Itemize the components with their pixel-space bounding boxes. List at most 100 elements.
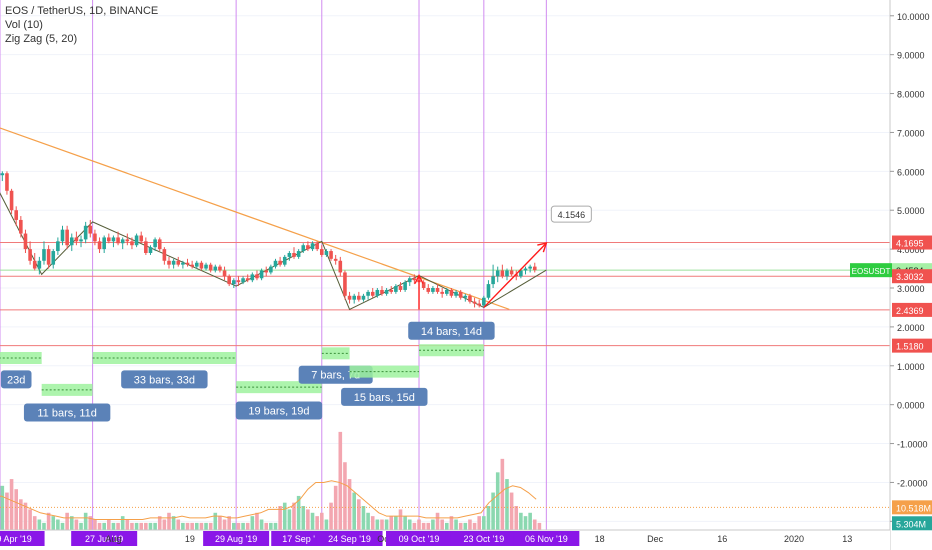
volume-bar: [97, 522, 102, 533]
time-label-highlight-bg: [450, 531, 517, 546]
volume-bar: [514, 506, 519, 533]
candle-body: [491, 276, 495, 285]
projection-arrowhead: [537, 242, 548, 253]
price-tick-label: 10.0000: [897, 12, 930, 22]
candle-body: [440, 291, 444, 294]
price-tick-label: -2.0000: [897, 478, 928, 488]
volume-bar: [134, 522, 139, 533]
time-label: 2020: [784, 534, 804, 544]
volume-bar: [403, 516, 407, 533]
candle-body: [310, 243, 315, 250]
candle-body: [282, 256, 287, 265]
volume-bar: [495, 472, 500, 533]
volume-bar: [51, 516, 56, 533]
time-label-highlight: 29 Apr '19: [0, 534, 32, 544]
volume-bar: [148, 522, 153, 533]
candle-body: [102, 237, 106, 250]
volume-bar: [14, 489, 19, 533]
time-label: Dec: [647, 534, 664, 544]
candle-body: [343, 272, 347, 296]
volume-ma-line: [0, 480, 537, 521]
candle-body: [194, 262, 199, 267]
price-tag-bg: [892, 500, 932, 515]
bar-count-label: 23d: [7, 374, 25, 386]
volume-bar: [315, 516, 319, 533]
volume-bar: [222, 519, 227, 533]
time-label-highlight: 06 Nov '19: [525, 534, 568, 544]
bar-count-label: 33 bars, 33d: [134, 374, 195, 386]
volume-bar: [208, 522, 213, 533]
time-label-highlight-bg: [203, 531, 270, 546]
price-tick-label: 0.0000: [897, 401, 925, 411]
volume-bar: [194, 522, 199, 533]
time-label-highlight-bg: [316, 531, 383, 546]
volume-bar: [167, 512, 171, 533]
projection[interactable]: 4.1546: [414, 205, 592, 310]
candle-body: [500, 270, 505, 277]
time-label-highlight-bg: [271, 531, 327, 546]
trendline[interactable]: [0, 125, 510, 310]
volume-bar: [394, 516, 398, 533]
time-label-highlight-bg: [513, 531, 580, 546]
candle-body: [199, 262, 204, 269]
volume-bar: [176, 519, 181, 533]
candle-body: [134, 235, 139, 246]
volume-bar: [458, 522, 463, 533]
candle-body: [333, 258, 338, 261]
bar-count-range: [0, 352, 42, 364]
candle-body: [116, 237, 120, 244]
volume-bar: [477, 516, 482, 533]
volume-bar: [56, 519, 60, 533]
horizontal-levels: [0, 242, 890, 347]
candle-body: [83, 225, 88, 240]
candle-body: [296, 251, 301, 257]
bar-count-range: [349, 365, 420, 378]
symbol-title[interactable]: EOS / TetherUS, 1D, BINANCE: [5, 5, 159, 17]
volume-bar: [111, 522, 116, 533]
volume-bar: [93, 519, 97, 533]
volume-bar: [273, 522, 278, 533]
candles: [0, 171, 537, 308]
bar-count-boxes[interactable]: 23d 11 bars, 11d 33 bars, 33d 19 bars, 19d 7…: [0, 321, 495, 422]
candle-body: [495, 270, 500, 277]
volume-bar: [463, 522, 468, 533]
candle-body: [130, 241, 134, 246]
volume-bar: [296, 495, 301, 533]
volume-bar: [454, 519, 458, 533]
bar-count-label: 15 bars, 15d: [354, 392, 415, 404]
price-tick-label: -1.0000: [897, 440, 928, 450]
candle-body: [190, 264, 194, 267]
volume-indicator-label[interactable]: Vol (10): [5, 19, 43, 31]
volume-bar: [505, 479, 509, 533]
volume-bar: [528, 512, 532, 533]
candle-body: [111, 237, 116, 242]
candle-body: [0, 173, 5, 176]
volume-bar: [482, 516, 486, 533]
candle-body: [357, 295, 361, 300]
volume-bar: [347, 479, 352, 533]
volume-bar: [287, 509, 292, 533]
candle-body: [60, 229, 65, 242]
price-tick-label: 9.0000: [897, 51, 925, 61]
volume-bar: [343, 462, 347, 533]
candle-body: [329, 251, 333, 259]
time-label-highlight: 09 Oct '19: [399, 534, 440, 544]
bar-count-label-bg: [235, 401, 323, 420]
volume-bar: [60, 522, 65, 533]
candle-body: [444, 289, 449, 294]
candle-body: [181, 262, 185, 265]
volume-bar: [171, 516, 176, 533]
volume-bar: [440, 519, 444, 533]
volume-bar: [79, 522, 83, 533]
candle-body: [273, 260, 278, 267]
candle-body: [458, 291, 463, 298]
candle-body: [28, 249, 32, 261]
price-tick-label: 7.0000: [897, 128, 925, 138]
volume-bar: [319, 512, 324, 533]
bar-count-label: 14 bars, 14d: [421, 326, 482, 338]
zigzag-indicator-label[interactable]: Zig Zag (5, 20): [5, 33, 78, 45]
candle-body: [352, 295, 356, 300]
candle-body: [97, 241, 102, 250]
